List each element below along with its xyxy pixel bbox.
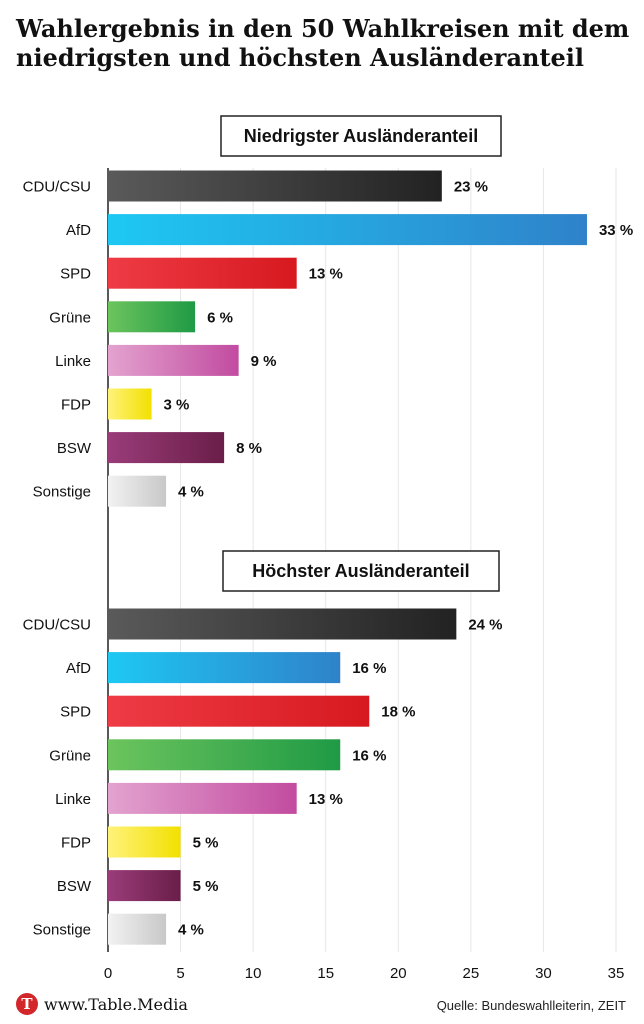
category-label: Linke — [55, 353, 91, 370]
chart-title-line-2: niedrigsten und höchsten Ausländeranteil — [16, 43, 585, 72]
x-tick-label: 0 — [104, 965, 112, 982]
category-label: BSW — [57, 878, 92, 895]
category-label: FDP — [61, 835, 91, 852]
category-label: AfD — [66, 222, 91, 239]
value-label: 23 % — [454, 179, 488, 196]
panel-title-box — [222, 550, 500, 592]
category-label: BSW — [57, 440, 92, 457]
value-label: 18 % — [381, 704, 415, 721]
panel-title: Niedrigster Ausländeranteil — [244, 126, 478, 146]
value-label: 5 % — [193, 878, 219, 895]
bar — [108, 170, 442, 202]
bar — [108, 695, 370, 727]
value-label: 24 % — [468, 617, 502, 634]
chart-title: Wahlergebnis in den 50 Wahlkreisen mit d… — [16, 14, 636, 72]
category-label: Grüne — [49, 309, 91, 326]
value-label: 9 % — [251, 353, 277, 370]
x-tick-label: 30 — [535, 965, 552, 982]
bar — [108, 739, 341, 771]
bar — [108, 214, 587, 246]
bar — [108, 913, 167, 945]
category-label: Sonstige — [33, 484, 91, 501]
bar — [108, 388, 152, 420]
x-tick-label: 35 — [608, 965, 625, 982]
bar — [108, 608, 457, 640]
value-label: 33 % — [599, 222, 633, 239]
bar — [108, 782, 297, 814]
bar — [108, 257, 297, 289]
x-tick-label: 5 — [176, 965, 184, 982]
category-label: CDU/CSU — [23, 617, 91, 634]
bar — [108, 870, 181, 902]
category-label: SPD — [60, 266, 91, 283]
bar — [108, 432, 225, 464]
x-tick-label: 20 — [390, 965, 407, 982]
brand-logo: T www.Table.Media — [16, 993, 188, 1015]
value-label: 4 % — [178, 922, 204, 939]
category-label: CDU/CSU — [23, 179, 91, 196]
panel-title-box — [220, 115, 502, 157]
category-label: AfD — [66, 660, 91, 677]
value-label: 16 % — [352, 747, 386, 764]
value-label: 6 % — [207, 309, 233, 326]
bar — [108, 301, 196, 333]
x-tick-label: 25 — [463, 965, 480, 982]
category-label: Grüne — [49, 747, 91, 764]
value-label: 16 % — [352, 660, 386, 677]
value-label: 4 % — [178, 484, 204, 501]
category-label: SPD — [60, 704, 91, 721]
value-label: 3 % — [164, 397, 190, 414]
brand-url: www.Table.Media — [44, 994, 188, 1014]
value-label: 8 % — [236, 440, 262, 457]
category-label: FDP — [61, 397, 91, 414]
table-media-logo-icon: T — [16, 993, 38, 1015]
bar — [108, 475, 167, 507]
category-label: Sonstige — [33, 922, 91, 939]
bar — [108, 826, 181, 858]
x-tick-label: 10 — [245, 965, 262, 982]
value-label: 5 % — [193, 835, 219, 852]
category-label: Linke — [55, 791, 91, 808]
bar — [108, 652, 341, 684]
value-label: 13 % — [309, 266, 343, 283]
source-note: Quelle: Bundeswahlleiterin, ZEIT — [436, 998, 626, 1013]
bar — [108, 344, 239, 376]
value-label: 13 % — [309, 791, 343, 808]
chart-title-line-1: Wahlergebnis in den 50 Wahlkreisen mit d… — [16, 14, 630, 43]
bar-chart: 0 5 10 15 20 25 30 35 Niedrigster Ausländerantei… — [23, 115, 633, 982]
panel-title: Höchster Ausländeranteil — [252, 561, 469, 581]
x-tick-label: 15 — [317, 965, 334, 982]
